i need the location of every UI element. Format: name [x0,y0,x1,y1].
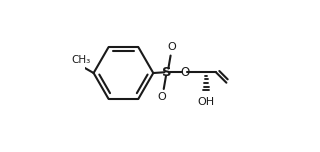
Text: O: O [168,42,176,52]
Text: CH₃: CH₃ [71,55,90,65]
Text: S: S [162,66,172,79]
Text: O: O [158,92,167,102]
Text: OH: OH [198,97,215,107]
Text: O: O [180,66,189,79]
